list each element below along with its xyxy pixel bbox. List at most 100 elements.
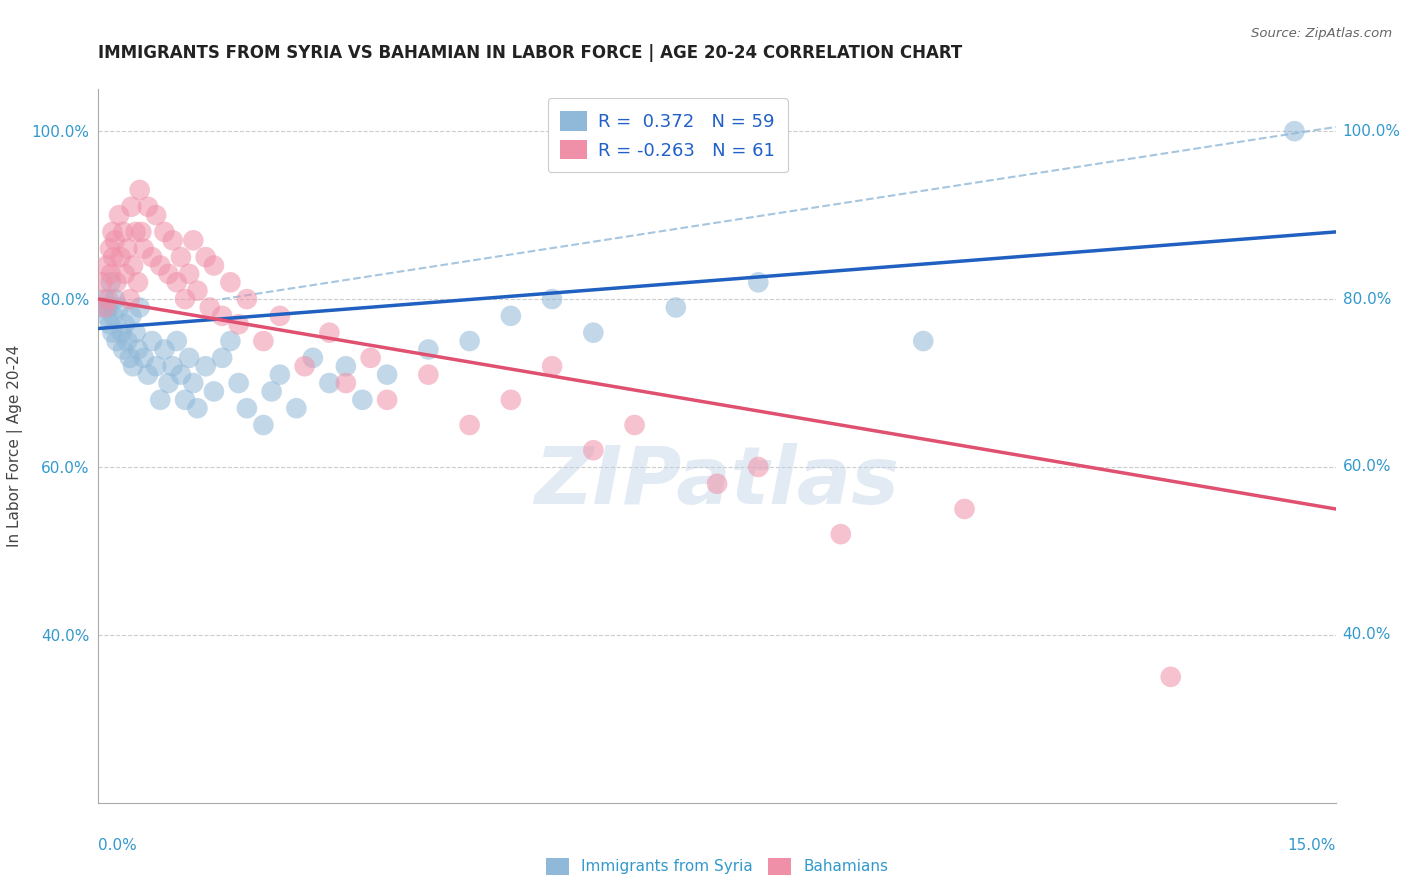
Point xyxy=(120,309,142,323)
Point xyxy=(114,318,136,332)
Point xyxy=(228,376,250,390)
Point xyxy=(186,401,208,416)
Point xyxy=(105,334,128,348)
Point xyxy=(141,250,163,264)
Point xyxy=(97,292,120,306)
Point xyxy=(100,275,122,289)
Point xyxy=(499,392,522,407)
Legend: Immigrants from Syria, Bahamians: Immigrants from Syria, Bahamians xyxy=(540,852,894,880)
Point xyxy=(294,359,316,374)
Point xyxy=(285,401,308,416)
Point xyxy=(112,343,135,357)
Text: 100.0%: 100.0% xyxy=(1343,124,1400,138)
Point xyxy=(375,368,398,382)
Point xyxy=(179,351,201,365)
Point xyxy=(91,275,114,289)
Point xyxy=(103,309,125,323)
Point xyxy=(94,292,117,306)
Point xyxy=(110,250,132,264)
Point xyxy=(830,527,852,541)
Point xyxy=(166,334,188,348)
Point xyxy=(166,275,188,289)
Point xyxy=(953,502,976,516)
Text: 0.0%: 0.0% xyxy=(98,838,138,854)
Point xyxy=(174,292,197,306)
Point xyxy=(94,301,117,315)
Point xyxy=(335,376,357,390)
Text: IMMIGRANTS FROM SYRIA VS BAHAMIAN IN LABOR FORCE | AGE 20-24 CORRELATION CHART: IMMIGRANTS FROM SYRIA VS BAHAMIAN IN LAB… xyxy=(98,45,963,62)
Point xyxy=(352,392,374,407)
Point xyxy=(174,392,197,407)
Text: 60.0%: 60.0% xyxy=(1343,459,1391,475)
Point xyxy=(149,259,172,273)
Point xyxy=(499,309,522,323)
Point xyxy=(236,292,259,306)
Point xyxy=(1160,670,1182,684)
Point xyxy=(219,334,242,348)
Point xyxy=(103,250,125,264)
Point xyxy=(136,368,159,382)
Point xyxy=(132,351,155,365)
Point xyxy=(117,334,139,348)
Point xyxy=(110,326,132,340)
Point xyxy=(418,368,440,382)
Point xyxy=(100,267,122,281)
Point xyxy=(181,376,204,390)
Point xyxy=(128,183,150,197)
Point xyxy=(101,225,124,239)
Point xyxy=(458,334,481,348)
Point xyxy=(112,225,135,239)
Point xyxy=(170,368,193,382)
Point xyxy=(1284,124,1306,138)
Point xyxy=(228,318,250,332)
Point xyxy=(98,242,121,256)
Point xyxy=(114,267,136,281)
Point xyxy=(122,259,145,273)
Point xyxy=(122,359,145,374)
Point xyxy=(747,460,769,475)
Point xyxy=(145,208,167,222)
Point xyxy=(91,301,114,315)
Point xyxy=(162,359,184,374)
Point xyxy=(318,376,340,390)
Point xyxy=(104,292,127,306)
Point xyxy=(582,443,605,458)
Point xyxy=(132,242,155,256)
Y-axis label: In Labor Force | Age 20-24: In Labor Force | Age 20-24 xyxy=(7,345,22,547)
Point xyxy=(157,376,180,390)
Point xyxy=(623,417,645,432)
Point xyxy=(97,301,120,315)
Point xyxy=(141,334,163,348)
Point xyxy=(96,259,118,273)
Point xyxy=(108,208,131,222)
Point xyxy=(747,275,769,289)
Point xyxy=(117,242,139,256)
Point xyxy=(912,334,935,348)
Point xyxy=(194,250,217,264)
Point xyxy=(318,326,340,340)
Point xyxy=(335,359,357,374)
Text: 80.0%: 80.0% xyxy=(1343,292,1391,307)
Point xyxy=(236,401,259,416)
Point xyxy=(162,233,184,247)
Point xyxy=(124,326,146,340)
Point xyxy=(96,309,118,323)
Point xyxy=(458,417,481,432)
Point xyxy=(541,359,564,374)
Point xyxy=(145,359,167,374)
Point xyxy=(252,417,274,432)
Point xyxy=(179,267,201,281)
Point xyxy=(149,392,172,407)
Point xyxy=(128,301,150,315)
Text: ZIPatlas: ZIPatlas xyxy=(534,442,900,521)
Text: Source: ZipAtlas.com: Source: ZipAtlas.com xyxy=(1251,27,1392,40)
Point xyxy=(706,476,728,491)
Point xyxy=(127,275,149,289)
Point xyxy=(582,326,605,340)
Point xyxy=(269,368,291,382)
Point xyxy=(181,233,204,247)
Point xyxy=(124,225,146,239)
Text: 40.0%: 40.0% xyxy=(1343,627,1391,642)
Point xyxy=(157,267,180,281)
Point xyxy=(194,359,217,374)
